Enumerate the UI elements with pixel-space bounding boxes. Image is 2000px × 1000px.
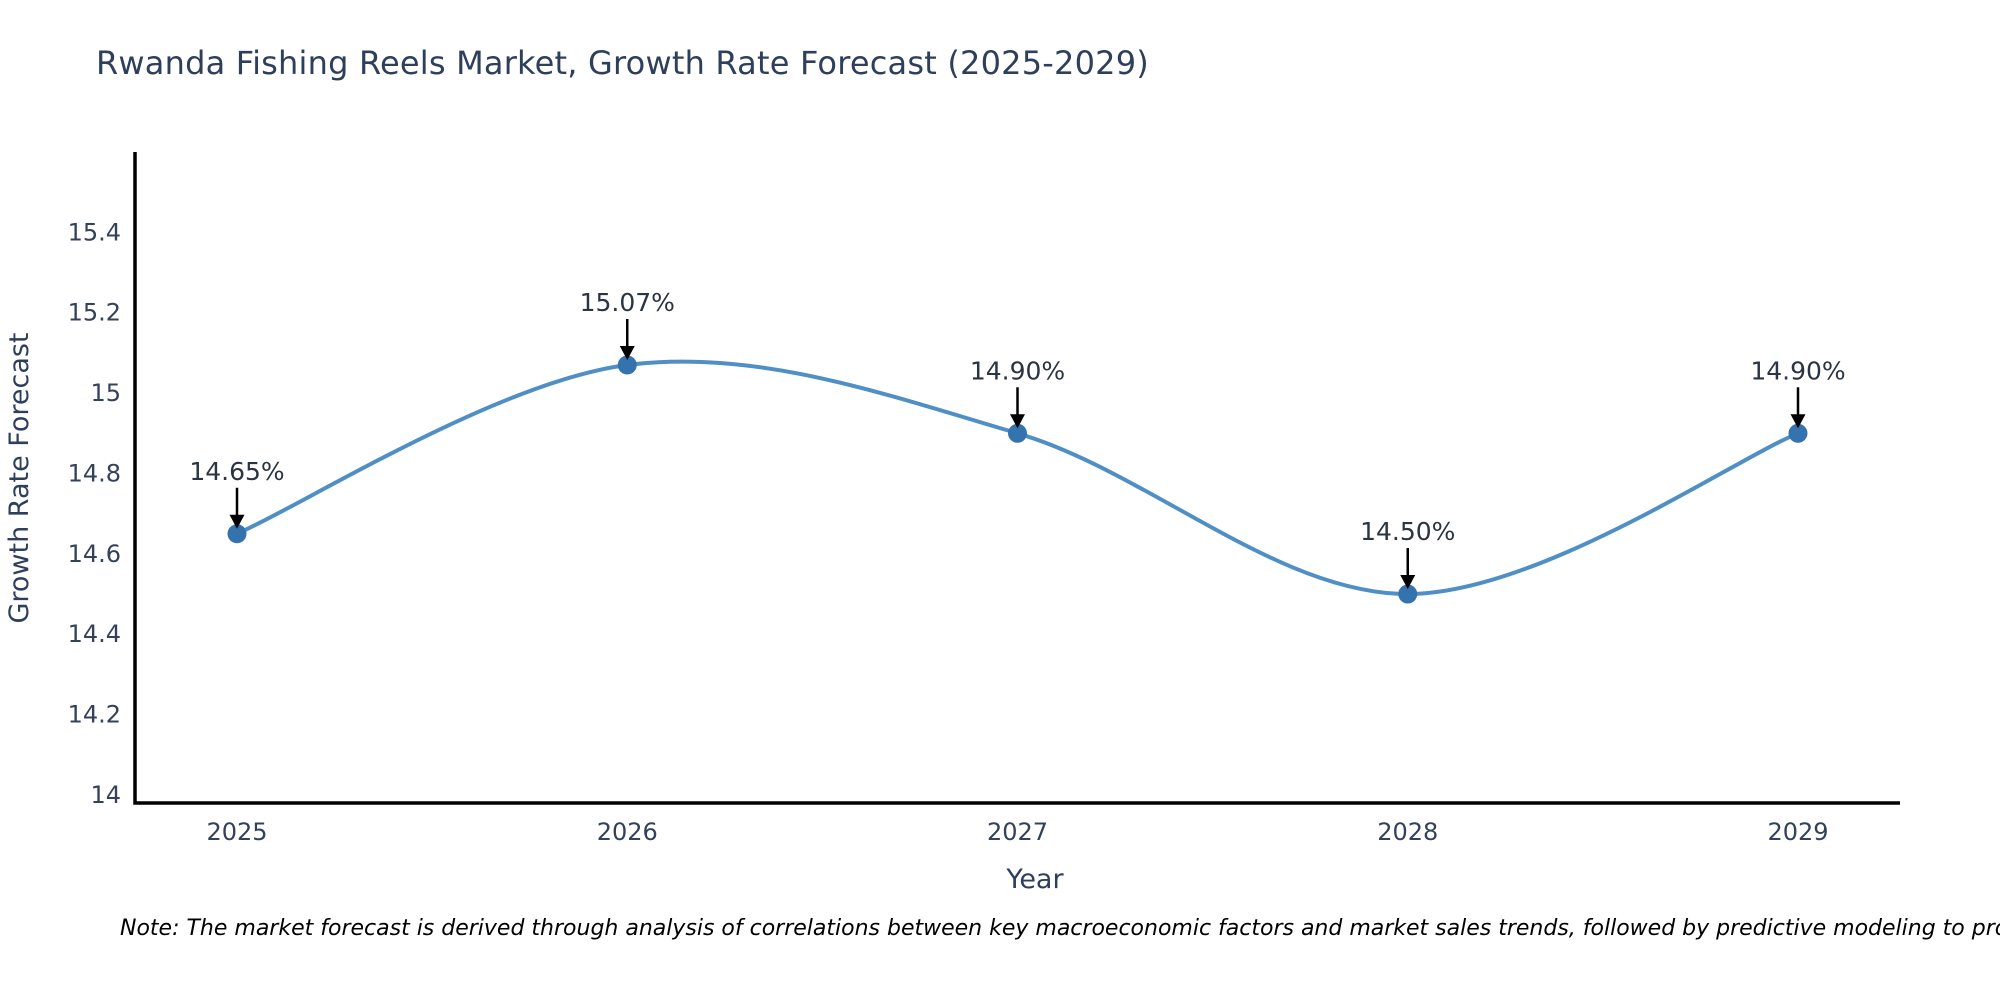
y-tick-label: 14.8	[68, 459, 121, 487]
point-value-label: 14.65%	[189, 457, 284, 486]
footnote: Note: The market forecast is derived thr…	[120, 916, 2000, 941]
x-tick-label: 2026	[597, 818, 658, 846]
y-tick-label: 15	[90, 379, 121, 407]
x-tick-label: 2029	[1767, 818, 1828, 846]
data-point-2027	[1008, 423, 1027, 443]
x-tick-label: 2025	[206, 818, 267, 846]
annotation-layer: 14.65% 15.07% 14.90% 14.50% 14.90%	[189, 288, 1846, 590]
x-axis-title: Year	[1005, 864, 1064, 895]
annotation-arrow-head	[1790, 414, 1806, 429]
y-tick-label: 14	[90, 781, 121, 809]
point-value-label: 14.90%	[970, 356, 1065, 385]
y-tick-label: 15.4	[68, 218, 121, 246]
x-tick-label: 2028	[1377, 818, 1438, 846]
data-point-2025	[227, 524, 247, 544]
x-tick-label: 2027	[987, 818, 1048, 846]
y-tick-label: 14.4	[68, 620, 121, 648]
annotation-arrow-head	[229, 514, 245, 529]
annotation-arrow-head	[619, 345, 635, 360]
point-value-label: 14.90%	[1750, 356, 1845, 385]
axes-layer: 14 14.2 14.4 14.6 14.8 15 15.2 15.4 2025 2026 2027…	[68, 152, 1900, 846]
data-point-2028	[1398, 584, 1418, 604]
y-tick-label: 15.2	[68, 299, 121, 327]
point-value-label: 14.50%	[1360, 517, 1455, 546]
point-value-label: 15.07%	[580, 288, 675, 317]
data-point-2029	[1788, 423, 1808, 443]
y-axis-title: Growth Rate Forecast	[4, 332, 35, 623]
forecast-series-layer	[227, 355, 1808, 604]
y-tick-label: 14.2	[68, 701, 121, 729]
annotation-arrow-head	[1400, 575, 1416, 590]
data-point-2026	[617, 355, 637, 375]
axis-spines	[133, 152, 1900, 805]
y-tick-label: 14.6	[68, 540, 121, 568]
annotation-arrow-head	[1010, 414, 1025, 429]
chart-title: Rwanda Fishing Reels Market, Growth Rate…	[96, 44, 1149, 82]
